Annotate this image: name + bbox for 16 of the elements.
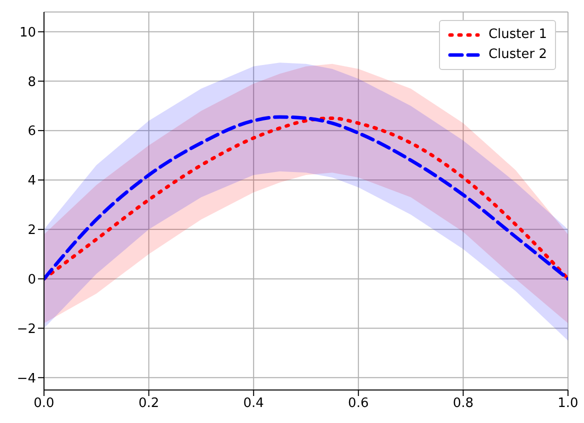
x-tick-label: 1.0 — [558, 396, 578, 412]
y-tick-label: 4 — [28, 174, 36, 189]
x-tick-label: 0.2 — [138, 396, 160, 412]
y-tick-label: 6 — [28, 124, 36, 140]
x-tick-label: 0.0 — [34, 396, 54, 412]
y-tick-label: −4 — [16, 371, 36, 386]
y-tick-label: 0 — [28, 272, 36, 288]
y-tick-label: 8 — [28, 74, 36, 90]
x-tick-label: 0.4 — [243, 396, 264, 412]
legend-label: Cluster 2 — [488, 46, 547, 64]
y-tick-label: 10 — [19, 25, 36, 40]
x-tick-label: 0.6 — [348, 396, 369, 412]
x-tick-label: 0.8 — [452, 396, 474, 412]
legend-label: Cluster 1 — [488, 26, 547, 44]
y-tick-label: −2 — [16, 322, 36, 337]
y-tick-label: 2 — [28, 223, 36, 238]
